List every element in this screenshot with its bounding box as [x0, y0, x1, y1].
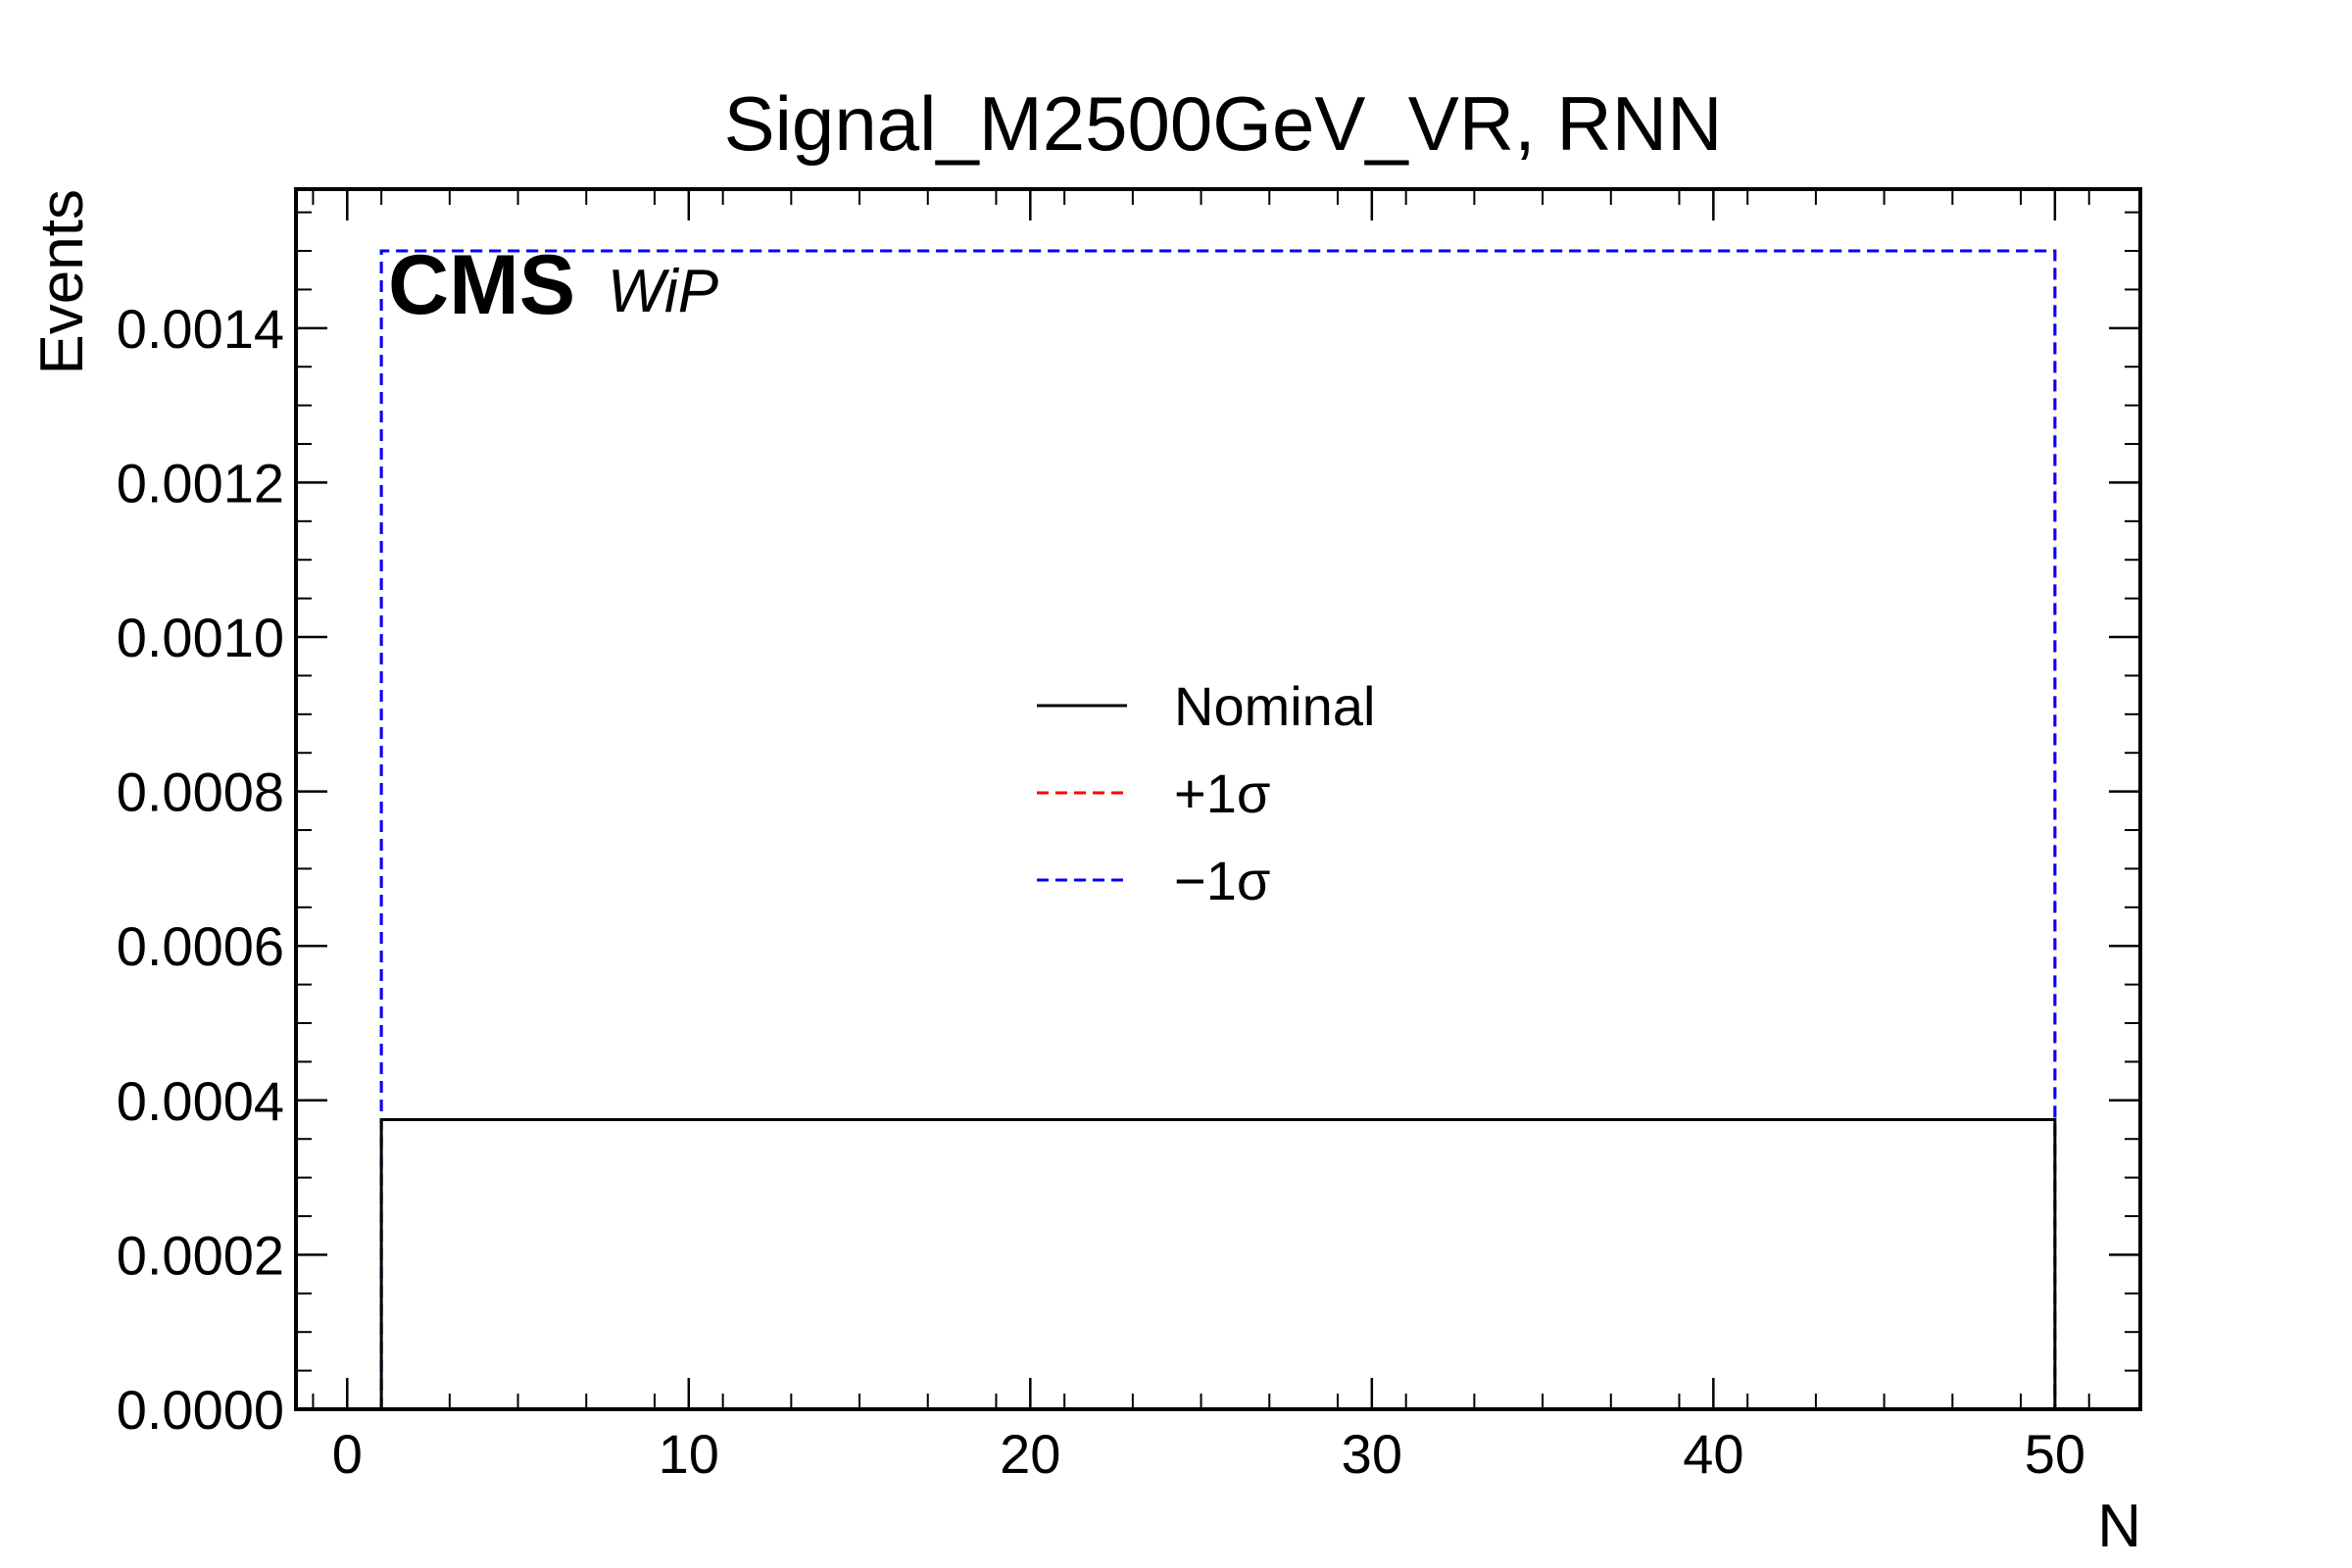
y-tick-label: 0.0000	[117, 1379, 284, 1441]
legend-label: Nominal	[1174, 675, 1375, 737]
legend: Nominal +1σ −1σ	[1037, 675, 1375, 911]
legend-label: −1σ	[1174, 850, 1270, 911]
cms-label: CMS	[388, 238, 575, 332]
chart-title: Signal_M2500GeV_VR, RNN	[724, 80, 1723, 167]
series-line-0	[379, 1118, 2057, 1409]
x-tick-label: 50	[2025, 1423, 2085, 1485]
y-axis-label: Events	[28, 189, 96, 375]
x-tick-label: 0	[332, 1423, 363, 1485]
y-tick-label: 0.0010	[117, 607, 284, 668]
y-tick-label: 0.0012	[117, 452, 284, 514]
series-line-2	[379, 249, 2057, 1409]
data-series	[379, 249, 2057, 1409]
axis-ticks: 0 10 20 30 40 50 0.0000 0.0002 0.0004 0.0006 0.000…	[117, 189, 2140, 1485]
x-tick-label: 10	[659, 1423, 719, 1485]
x-axis-label: N	[2097, 1493, 2141, 1560]
wip-label: WiP	[608, 258, 718, 325]
y-tick-label: 0.0002	[117, 1224, 284, 1286]
legend-label: +1σ	[1174, 762, 1270, 824]
y-tick-label: 0.0014	[117, 298, 284, 360]
y-tick-label: 0.0004	[117, 1070, 284, 1132]
x-tick-label: 40	[1683, 1423, 1743, 1485]
series-line-1	[379, 249, 2057, 1409]
x-tick-label: 20	[1000, 1423, 1060, 1485]
plot-frame	[294, 187, 2142, 1411]
y-tick-label: 0.0006	[117, 915, 284, 977]
y-tick-label: 0.0008	[117, 761, 284, 823]
x-tick-label: 30	[1342, 1423, 1402, 1485]
